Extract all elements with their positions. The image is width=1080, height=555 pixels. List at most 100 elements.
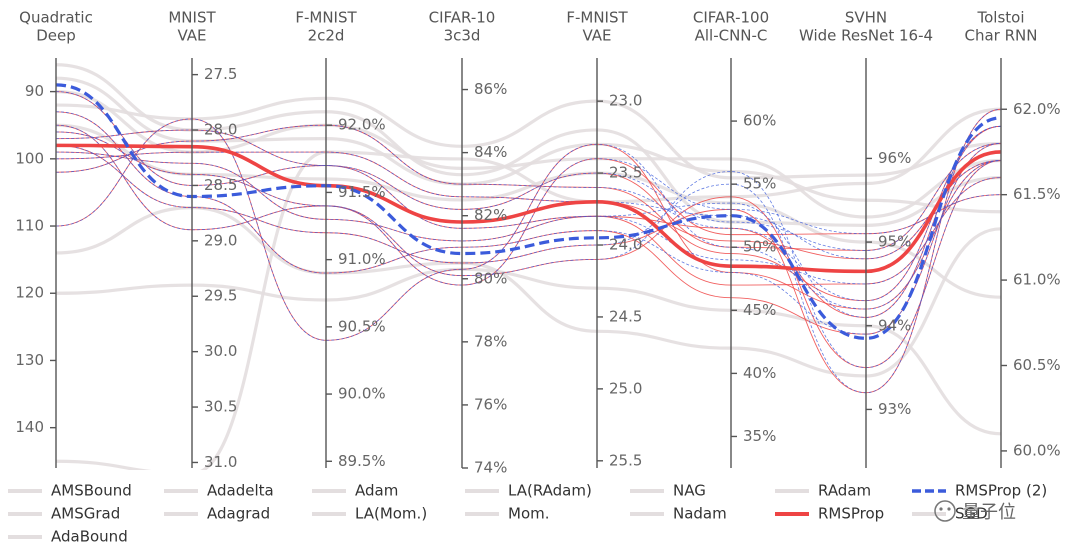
tick-label: 91.5% xyxy=(338,183,386,201)
tick-label: 94% xyxy=(878,316,911,334)
blue-run-line xyxy=(55,131,1002,286)
tick-label: 95% xyxy=(878,233,911,251)
tick-label: 90 xyxy=(25,82,44,100)
tick-label: 140 xyxy=(15,418,44,436)
axis-title: F-MNIST xyxy=(566,9,628,27)
tick-label: 29.0 xyxy=(204,231,237,249)
tick-label: 55% xyxy=(743,175,776,193)
legend-entry: RMSProp (2) xyxy=(912,482,1047,500)
axis-title: F-MNIST xyxy=(295,9,357,27)
legend-entry: Adadelta xyxy=(164,482,274,500)
axis-title: Wide ResNet 16-4 xyxy=(799,27,933,45)
tick-label: 60.0% xyxy=(1013,441,1061,459)
tick-label: 90.0% xyxy=(338,385,386,403)
tick-label: 82% xyxy=(474,206,507,224)
tick-label: 100 xyxy=(15,149,44,167)
blue-run-line xyxy=(55,151,1002,285)
blue-run-line xyxy=(55,91,1002,318)
watermark: 量子位 xyxy=(934,500,1016,523)
legend-label: AMSGrad xyxy=(51,505,120,523)
legend-label: RMSProp (2) xyxy=(955,482,1047,500)
legend-entry: LA(Mom.) xyxy=(312,505,427,523)
tick-label: 40% xyxy=(743,364,776,382)
tick-label: 62.0% xyxy=(1013,100,1061,118)
legend-label: AdaBound xyxy=(51,528,128,546)
axis-title: VAE xyxy=(177,27,206,45)
tick-label: 92.0% xyxy=(338,116,386,134)
tick-label: 60.5% xyxy=(1013,356,1061,374)
wechat-eye-icon xyxy=(947,507,951,511)
axis-title: Char RNN xyxy=(965,27,1038,45)
tick-label: 91.0% xyxy=(338,250,386,268)
watermark-text: 量子位 xyxy=(962,502,1016,523)
wechat-eye-icon xyxy=(939,507,943,511)
legend-label: RMSProp xyxy=(818,505,884,523)
axis-title: All-CNN-C xyxy=(695,27,768,45)
tick-label: 110 xyxy=(15,217,44,235)
tick-label: 61.0% xyxy=(1013,271,1061,289)
legend-label: Mom. xyxy=(508,505,550,523)
legend-label: SGD xyxy=(955,505,988,523)
legend-entry: NAG xyxy=(630,482,706,500)
wechat-icon xyxy=(934,500,956,522)
tick-label: 120 xyxy=(15,284,44,302)
gray-run-line xyxy=(55,63,1002,227)
tick-label: 28.5 xyxy=(204,176,237,194)
tick-label: 28.0 xyxy=(204,121,237,139)
axis-title: SVHN xyxy=(845,9,887,27)
blue-run-line xyxy=(55,129,1002,251)
legend-entry: RMSProp xyxy=(775,505,884,523)
axis-title: CIFAR-10 xyxy=(429,9,496,27)
axis-title: 3c3d xyxy=(444,27,481,45)
axis-title: Tolstoi xyxy=(977,9,1025,27)
tick-label: 80% xyxy=(474,269,507,287)
legend-entry: Mom. xyxy=(465,505,550,523)
tick-label: 60% xyxy=(743,112,776,130)
legend-label: NAG xyxy=(673,482,706,500)
tick-label: 23.5 xyxy=(609,164,642,182)
legend-label: LA(Mom.) xyxy=(355,505,427,523)
legend-label: Adagrad xyxy=(207,505,270,523)
tick-label: 93% xyxy=(878,400,911,418)
axis-title: Quadratic xyxy=(19,9,93,27)
red-run-line xyxy=(55,118,1002,341)
legend-entry: SGD xyxy=(912,505,988,523)
legend-entry: Adam xyxy=(312,482,398,500)
tick-label: 84% xyxy=(474,143,507,161)
axis-title: 2c2d xyxy=(308,27,345,45)
tick-label: 50% xyxy=(743,238,776,256)
legend-entry: AdaBound xyxy=(8,528,128,546)
legend-entry: LA(RAdam) xyxy=(465,482,592,500)
legend-label: Adam xyxy=(355,482,398,500)
blue-run-line xyxy=(55,111,1002,335)
tick-label: 90.5% xyxy=(338,317,386,335)
legend-entry: Nadam xyxy=(630,505,727,523)
tick-label: 78% xyxy=(474,332,507,350)
blue-run-lines xyxy=(55,91,1002,394)
axis-title: Deep xyxy=(36,27,76,45)
tick-label: 24.0 xyxy=(609,236,642,254)
tick-label: 130 xyxy=(15,351,44,369)
tick-label: 29.5 xyxy=(204,287,237,305)
legend-label: Adadelta xyxy=(207,482,274,500)
tick-label: 89.5% xyxy=(338,452,386,470)
tick-label: 76% xyxy=(474,395,507,413)
gray-run-line xyxy=(55,96,1002,180)
tick-label: 30.5 xyxy=(204,398,237,416)
legend-label: Nadam xyxy=(673,505,727,523)
gray-run-lines xyxy=(55,63,1002,470)
tick-label: 25.5 xyxy=(609,451,642,469)
tick-label: 30.0 xyxy=(204,342,237,360)
legend-label: LA(RAdam) xyxy=(508,482,592,500)
tick-label: 35% xyxy=(743,427,776,445)
tick-label: 27.5 xyxy=(204,65,237,83)
legend: AMSBound Adadelta Adam LA(RAdam) NAG RAdam RMS… xyxy=(8,482,1047,546)
axis-title: CIFAR-100 xyxy=(693,9,769,27)
